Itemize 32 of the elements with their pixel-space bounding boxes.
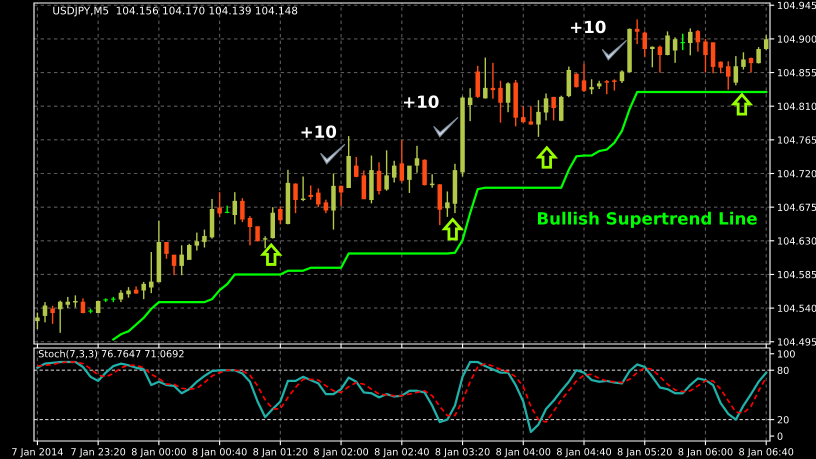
- y-tick-label: 80: [778, 366, 789, 374]
- x-tick-label: 8 Jan 02:40: [374, 448, 429, 458]
- y-tick-label: 0: [778, 432, 782, 440]
- x-tick-label: 8 Jan 06:00: [678, 448, 733, 458]
- x-tick-label: 8 Jan 04:40: [556, 448, 612, 458]
- annotation: +10: [301, 125, 336, 138]
- line-series: [112, 90, 768, 341]
- y-tick-label: 104.495: [778, 338, 816, 346]
- y-tick-label: 104.945: [778, 2, 816, 10]
- y-tick-label: 100: [778, 350, 795, 358]
- x-tick-label: 8 Jan 00:40: [192, 448, 247, 458]
- x-tick-label: 8 Jan 05:20: [618, 448, 672, 458]
- y-tick-label: 104.585: [778, 270, 816, 278]
- x-tick-label: 8 Jan 03:20: [436, 448, 490, 458]
- x-tick-label: 7 Jan 2014: [12, 448, 63, 458]
- y-tick-label: 104.765: [778, 136, 816, 144]
- line-series: [36, 361, 768, 423]
- chart-title: USDJPY,M5 104.156 104.170 104.139 104.148: [53, 6, 298, 16]
- x-tick-label: 8 Jan 04:00: [496, 448, 550, 458]
- y-tick-label: 20: [778, 416, 789, 424]
- annotation: +10: [404, 95, 439, 108]
- x-tick-label: 8 Jan 02:00: [314, 448, 368, 458]
- x-tick-label: 8 Jan 00:00: [132, 448, 186, 458]
- annotation: Stoch(7,3,3) 76.7647 71.0692: [38, 350, 184, 359]
- x-tick-label: 8 Jan 06:40: [739, 448, 794, 458]
- annotation: +10: [570, 20, 606, 34]
- y-tick-label: 104.675: [778, 204, 816, 211]
- y-tick-label: 104.855: [778, 69, 816, 76]
- annotation: Bullish Supertrend Line: [538, 212, 757, 228]
- line-series: [36, 360, 768, 434]
- x-tick-label: 7 Jan 23:20: [71, 448, 126, 458]
- x-tick-label: 8 Jan 01:20: [253, 448, 308, 458]
